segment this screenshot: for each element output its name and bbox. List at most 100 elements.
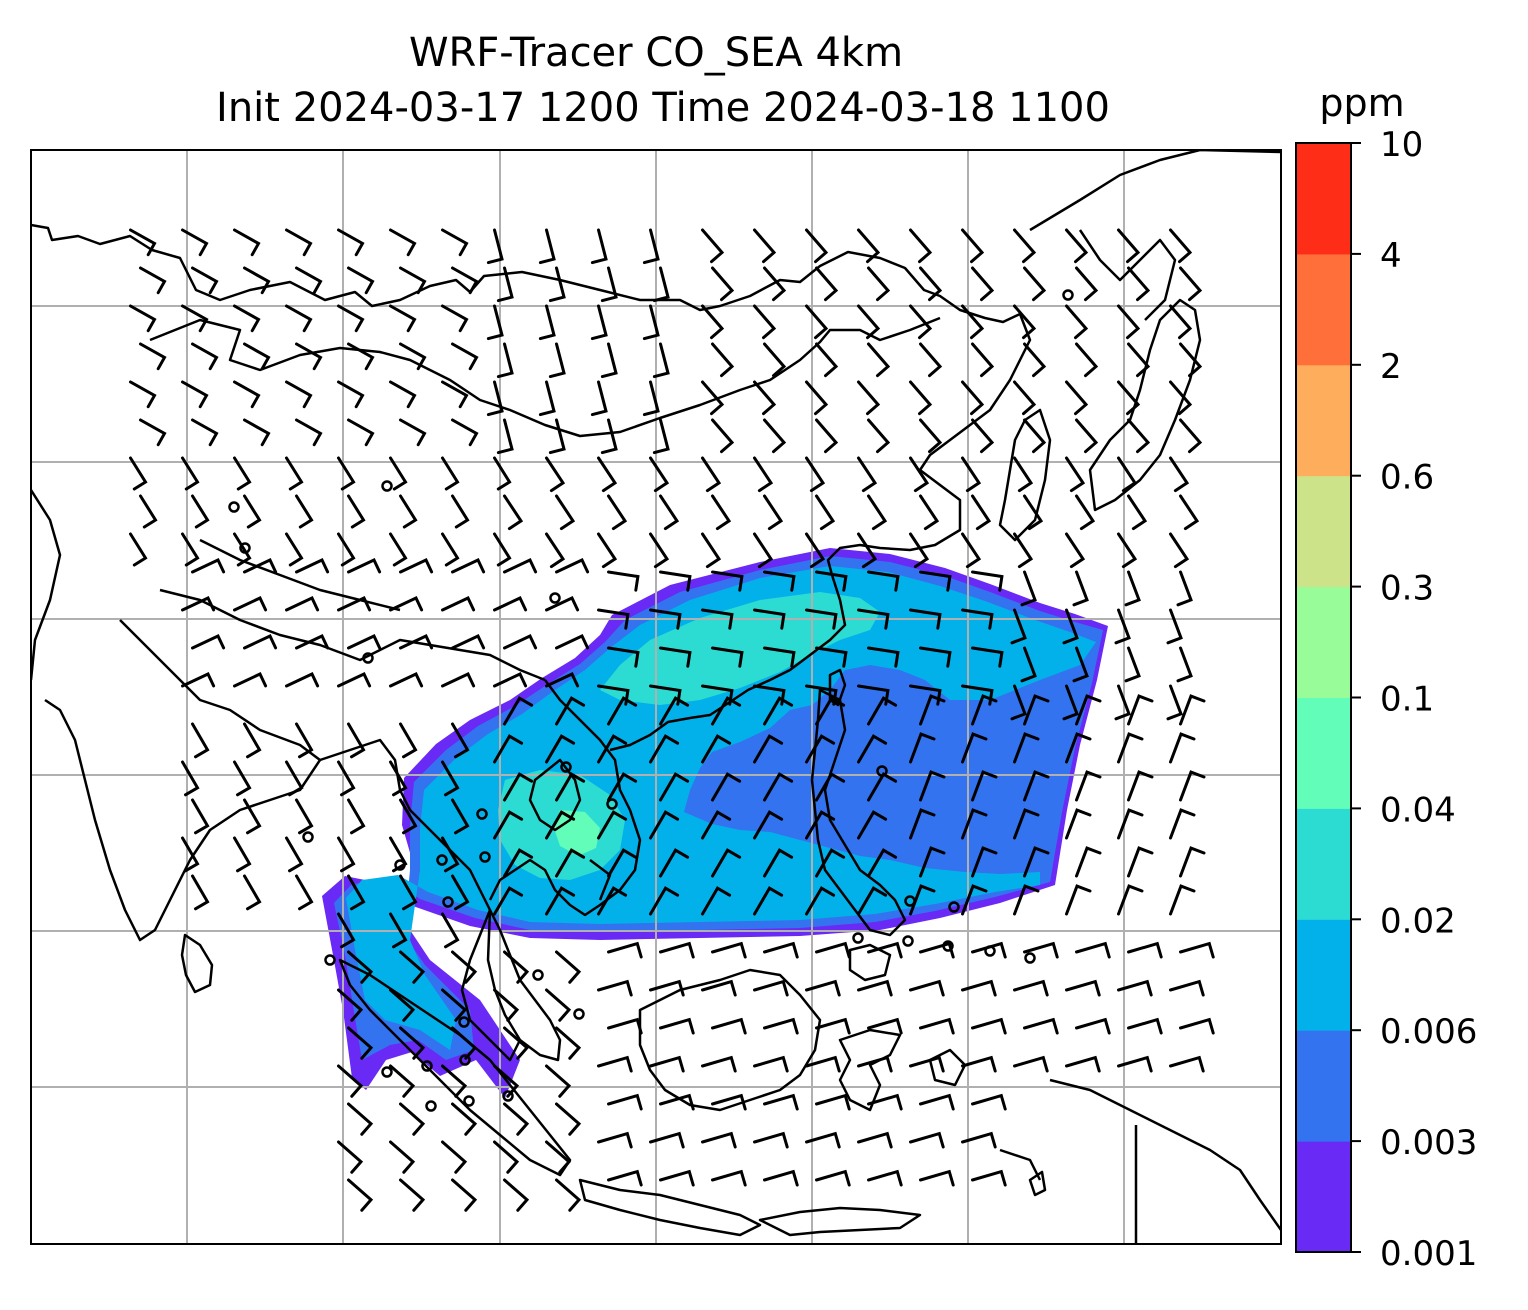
wind-barb (867, 570, 900, 592)
wind-barb (139, 342, 167, 371)
wind-barb (486, 304, 504, 341)
wind-barb (659, 1017, 695, 1035)
wind-barb (337, 596, 372, 612)
colorbar-tick-label: 0.1 (1380, 680, 1434, 720)
wind-barb (1020, 570, 1037, 607)
wind-barb (1176, 646, 1193, 683)
wind-barb (909, 1055, 945, 1073)
calm-wind-circle (948, 901, 960, 913)
colorbar-tick-label: 0.003 (1380, 1123, 1477, 1163)
wind-barb (545, 672, 580, 688)
coastline-timor (758, 1206, 922, 1237)
wind-barb (701, 810, 732, 840)
wind-barb (441, 1064, 468, 1098)
wind-barb (1075, 941, 1111, 959)
wind-barb (815, 848, 846, 878)
colorbar-band (1296, 143, 1351, 255)
wind-barb (441, 596, 476, 612)
wind-barb (919, 1093, 955, 1111)
wind-barb (961, 1055, 997, 1073)
wind-barb (548, 418, 566, 455)
title-line-1: WRF-Tracer CO_SEA 4km (409, 30, 903, 76)
wind-barb (191, 266, 219, 295)
wind-barb (399, 266, 427, 295)
coastline-sulawesi (838, 1028, 902, 1112)
wind-barb (701, 886, 732, 916)
wind-barb (129, 380, 157, 409)
coastline-sri-lanka (180, 933, 214, 994)
wind-barb (233, 228, 261, 257)
wind-barb (909, 608, 942, 630)
wind-barb (295, 722, 314, 759)
wind-barb (451, 798, 470, 835)
wind-barb (441, 988, 468, 1022)
wind-barb (1169, 380, 1193, 416)
wind-barb (1169, 979, 1205, 997)
wind-barb (1127, 266, 1151, 302)
wind-barb (597, 532, 618, 569)
wind-barb (347, 874, 366, 911)
wind-barb (181, 596, 216, 612)
wind-barb (451, 494, 470, 529)
wind-barb (815, 772, 846, 802)
wind-barb (1075, 418, 1099, 454)
wind-barb (129, 532, 148, 567)
wind-barb (347, 722, 366, 759)
wind-barb (399, 342, 427, 371)
calm-wind-circle (302, 831, 314, 843)
wind-barb (1179, 694, 1206, 726)
wind-barb (389, 304, 417, 333)
wind-barb (701, 304, 725, 340)
wind-barb (191, 494, 210, 529)
wind-barb (763, 570, 796, 592)
wind-barb (1179, 494, 1200, 531)
wind-barb (867, 848, 898, 878)
colorbar-tick-label: 10 (1380, 125, 1423, 165)
wind-barb (815, 570, 848, 592)
calm-wind-circle (442, 896, 454, 908)
wind-barb (399, 798, 418, 835)
wind-barb (607, 1169, 643, 1187)
colorbar-band (1296, 364, 1351, 477)
wind-barb (285, 304, 313, 333)
wind-barb (607, 1093, 643, 1111)
calm-wind-circle (502, 1090, 514, 1102)
calm-wind-circle (381, 1066, 393, 1078)
wind-barb (971, 1093, 1007, 1111)
wind-barb (815, 1169, 851, 1187)
wind-barb (451, 418, 479, 447)
wind-barb (347, 950, 374, 984)
wind-barb (1013, 808, 1040, 840)
wind-barb (753, 734, 784, 764)
wind-barb (857, 886, 888, 916)
wind-barb (191, 418, 219, 447)
wind-barb (1062, 608, 1079, 645)
wind-barb (503, 494, 524, 531)
wind-barb (1169, 1055, 1205, 1073)
wind-barb (545, 532, 566, 569)
wind-barb (711, 646, 744, 668)
wind-barb (659, 772, 690, 802)
wind-barb (1179, 342, 1203, 378)
wind-barb (805, 1131, 841, 1149)
wind-barb (347, 266, 375, 295)
wind-barb (503, 772, 534, 802)
wind-barb (805, 886, 836, 916)
wind-barb (337, 456, 356, 491)
calm-wind-circle (425, 1100, 437, 1112)
wind-barb (1127, 494, 1148, 531)
wind-barb (1075, 266, 1099, 302)
wind-barb (711, 570, 744, 592)
wind-barb (753, 1131, 789, 1149)
wind-barb (1179, 846, 1206, 878)
wind-barb (295, 342, 323, 371)
wind-barb (763, 1093, 799, 1111)
wind-barb (1065, 228, 1089, 264)
wind-barb (548, 266, 566, 303)
wind-barb (909, 979, 945, 997)
wind-barb (701, 532, 722, 569)
wind-barb (285, 380, 313, 409)
wind-barb (701, 1131, 737, 1149)
wind-barb (285, 760, 304, 797)
coastline-java (578, 1178, 762, 1237)
